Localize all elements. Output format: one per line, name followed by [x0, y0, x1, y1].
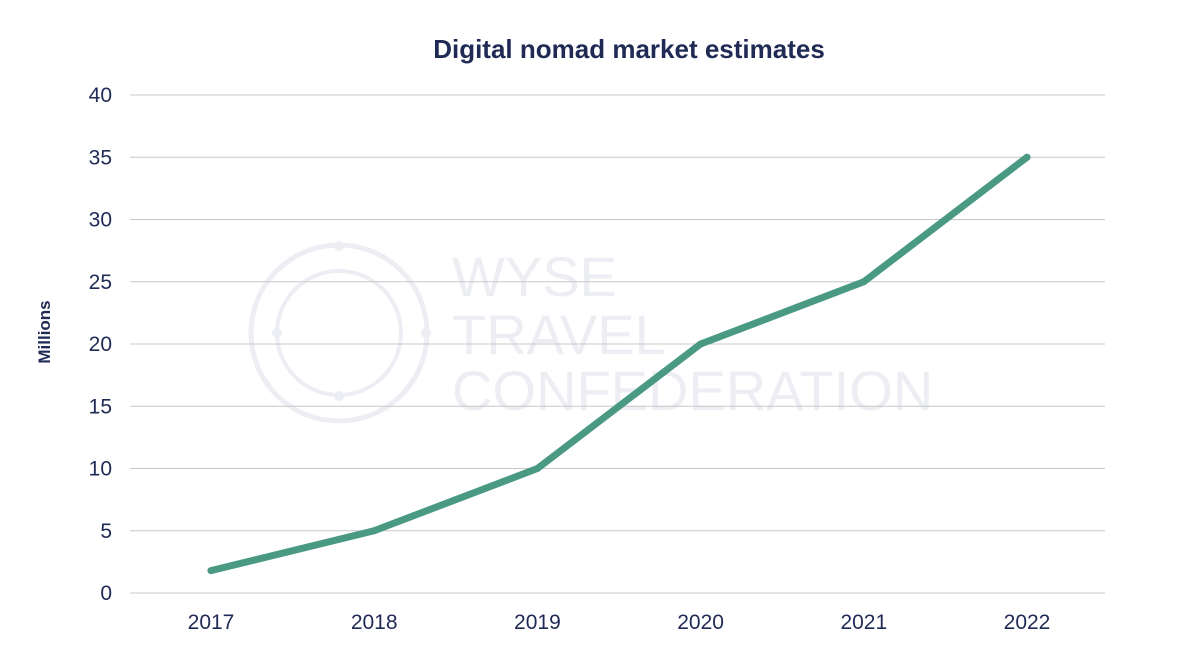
data-point [860, 278, 868, 286]
x-tick-label: 2018 [351, 611, 398, 634]
watermark-dot [421, 328, 431, 338]
watermark-ring-inner [275, 269, 403, 397]
watermark-dot [334, 241, 344, 251]
watermark-line: CONFEDERATION [452, 359, 933, 422]
series-group [207, 153, 1031, 575]
y-tick-label: 25 [89, 271, 112, 294]
chart-title: Digital nomad market estimates [433, 34, 825, 64]
watermark-line: TRAVEL [452, 303, 666, 366]
y-tick-label: 0 [100, 582, 112, 605]
data-point [207, 567, 215, 575]
watermark-line: WYSE [452, 245, 617, 308]
y-tick-label: 35 [89, 146, 112, 169]
gridlines [130, 94, 1105, 594]
data-point [533, 465, 541, 472]
watermark-dot [334, 391, 344, 401]
data-point [370, 527, 378, 535]
y-tick-label: 15 [89, 395, 112, 418]
watermark-logo: WYSE TRAVEL CONFEDERATION [248, 241, 933, 424]
data-point [1023, 153, 1031, 161]
x-tick-label: 2021 [840, 611, 887, 634]
x-tick-label: 2022 [1004, 611, 1051, 634]
data-point [697, 340, 705, 348]
y-tick-labels: 0 5 10 15 20 25 30 35 40 [89, 84, 112, 605]
x-tick-label: 2017 [188, 611, 235, 634]
x-tick-labels: 2017 2018 2019 2020 2021 2022 [188, 611, 1051, 634]
y-tick-label: 30 [89, 209, 112, 232]
x-tick-label: 2020 [677, 611, 724, 634]
y-tick-label: 40 [89, 84, 112, 107]
y-tick-label: 20 [89, 333, 112, 356]
x-tick-label: 2019 [514, 611, 561, 634]
y-tick-label: 5 [100, 520, 112, 543]
y-tick-label: 10 [89, 458, 112, 481]
series-line [207, 153, 1031, 575]
watermark-dot [272, 328, 282, 338]
